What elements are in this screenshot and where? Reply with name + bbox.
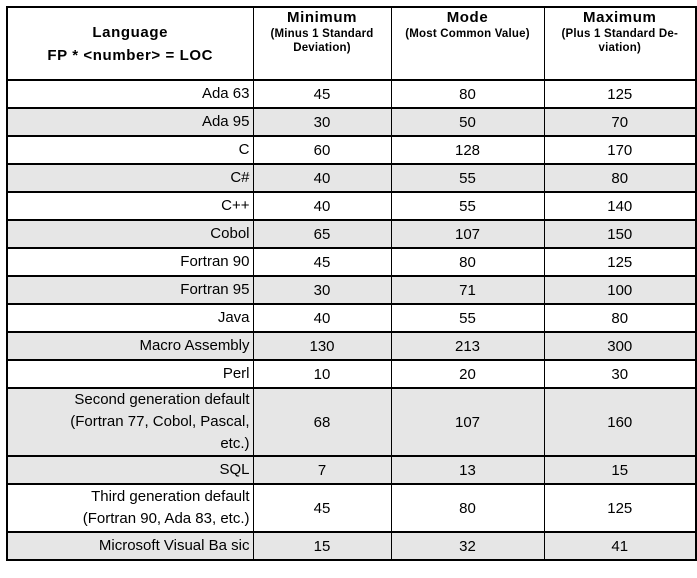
table-row-cobol: Cobol 65 107 150 <box>6 219 697 249</box>
minimum-header-subtitle: (Minus 1 Standard Deviation) <box>270 28 374 54</box>
language-header-text: Language FP * <number> = LOC <box>47 23 214 64</box>
minimum-cell: 15 <box>252 531 392 561</box>
language-cell: C <box>6 135 254 165</box>
table-row-java: Java 40 55 80 <box>6 303 697 333</box>
maximum-cell: 80 <box>543 163 697 193</box>
language-cell: Ada 95 <box>6 107 254 137</box>
maximum-cell: 100 <box>543 275 697 305</box>
mode-header-subtitle: (Most Common Value) <box>405 28 530 40</box>
minimum-cell: 30 <box>252 107 392 137</box>
mode-cell: 107 <box>390 387 545 457</box>
table-row-ada-95: Ada 95 30 50 70 <box>6 107 697 137</box>
table-row-microsoft-visual-basic: Microsoft Visual Ba sic 15 32 41 <box>6 531 697 561</box>
maximum-cell: 80 <box>543 303 697 333</box>
mode-cell: 55 <box>390 163 545 193</box>
maximum-cell: 125 <box>543 79 697 109</box>
table-row-c: C 60 128 170 <box>6 135 697 165</box>
minimum-cell: 40 <box>252 163 392 193</box>
mode-cell: 80 <box>390 483 545 533</box>
table-row-fortran-90: Fortran 90 45 80 125 <box>6 247 697 277</box>
minimum-header-title: Minimum <box>286 9 358 26</box>
mode-cell: 80 <box>390 79 545 109</box>
maximum-header-title: Maximum <box>583 9 657 26</box>
language-cell: Second generation default (Fortran 77, C… <box>6 387 254 457</box>
maximum-cell: 125 <box>543 247 697 277</box>
language-cell: SQL <box>6 455 254 485</box>
minimum-cell: 30 <box>252 275 392 305</box>
column-header-language: Language FP * <number> = LOC <box>6 6 254 81</box>
column-header-maximum: Maximum (Plus 1 Standard De- viation) <box>543 6 697 81</box>
language-cell: Cobol <box>6 219 254 249</box>
table-row-second-generation-default: Second generation default (Fortran 77, C… <box>6 387 697 457</box>
language-cell: C++ <box>6 191 254 221</box>
mode-cell: 13 <box>390 455 545 485</box>
mode-cell: 20 <box>390 359 545 389</box>
mode-cell: 71 <box>390 275 545 305</box>
maximum-cell: 15 <box>543 455 697 485</box>
header-row: Language FP * <number> = LOC Minimum (Mi… <box>6 6 697 81</box>
mode-cell: 55 <box>390 191 545 221</box>
table-row-sql: SQL 7 13 15 <box>6 455 697 485</box>
language-cell: Ada 63 <box>6 79 254 109</box>
mode-cell: 128 <box>390 135 545 165</box>
table-row-macro-assembly: Macro Assembly 130 213 300 <box>6 331 697 361</box>
column-header-minimum: Minimum (Minus 1 Standard Deviation) <box>252 6 392 81</box>
maximum-cell: 30 <box>543 359 697 389</box>
table-row-ada-63: Ada 63 45 80 125 <box>6 79 697 109</box>
maximum-cell: 140 <box>543 191 697 221</box>
minimum-cell: 45 <box>252 483 392 533</box>
maximum-cell: 170 <box>543 135 697 165</box>
minimum-cell: 65 <box>252 219 392 249</box>
mode-cell: 107 <box>390 219 545 249</box>
minimum-cell: 60 <box>252 135 392 165</box>
mode-header-title: Mode <box>446 9 489 26</box>
minimum-cell: 40 <box>252 303 392 333</box>
language-cell: Fortran 95 <box>6 275 254 305</box>
maximum-cell: 300 <box>543 331 697 361</box>
minimum-cell: 45 <box>252 79 392 109</box>
maximum-cell: 41 <box>543 531 697 561</box>
maximum-cell: 125 <box>543 483 697 533</box>
minimum-cell: 10 <box>252 359 392 389</box>
mode-cell: 213 <box>390 331 545 361</box>
minimum-cell: 40 <box>252 191 392 221</box>
table-row-fortran-95: Fortran 95 30 71 100 <box>6 275 697 305</box>
maximum-header-subtitle: (Plus 1 Standard De- viation) <box>561 28 678 54</box>
language-cell: Perl <box>6 359 254 389</box>
minimum-cell: 7 <box>252 455 392 485</box>
table-row-third-generation-default: Third generation default (Fortran 90, Ad… <box>6 483 697 533</box>
language-cell: C# <box>6 163 254 193</box>
language-cell: Microsoft Visual Ba sic <box>6 531 254 561</box>
maximum-cell: 150 <box>543 219 697 249</box>
fp-loc-conversion-table: Language FP * <number> = LOC Minimum (Mi… <box>6 6 697 561</box>
table-row-perl: Perl 10 20 30 <box>6 359 697 389</box>
language-cell: Java <box>6 303 254 333</box>
mode-cell: 32 <box>390 531 545 561</box>
minimum-cell: 45 <box>252 247 392 277</box>
minimum-cell: 68 <box>252 387 392 457</box>
language-cell: Third generation default (Fortran 90, Ad… <box>6 483 254 533</box>
table-row-c-plus-plus: C++ 40 55 140 <box>6 191 697 221</box>
language-fp-loc-table: Language FP * <number> = LOC Minimum (Mi… <box>6 6 697 561</box>
language-cell: Fortran 90 <box>6 247 254 277</box>
language-cell: Macro Assembly <box>6 331 254 361</box>
minimum-cell: 130 <box>252 331 392 361</box>
column-header-mode: Mode (Most Common Value) <box>390 6 545 81</box>
mode-cell: 55 <box>390 303 545 333</box>
table-row-c-sharp: C# 40 55 80 <box>6 163 697 193</box>
mode-cell: 50 <box>390 107 545 137</box>
mode-cell: 80 <box>390 247 545 277</box>
maximum-cell: 70 <box>543 107 697 137</box>
maximum-cell: 160 <box>543 387 697 457</box>
